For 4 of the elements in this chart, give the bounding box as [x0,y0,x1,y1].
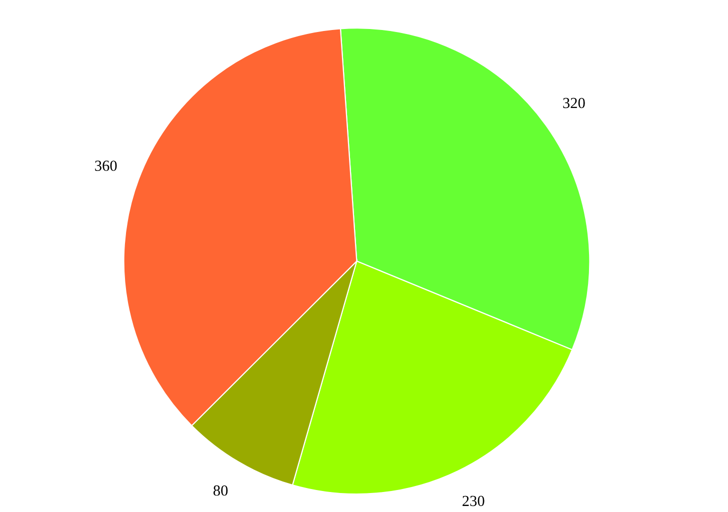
data-label: 80 [214,485,228,496]
data-label: 360 [95,160,117,171]
data-label: 230 [462,496,484,506]
data-label: 320 [563,98,585,108]
